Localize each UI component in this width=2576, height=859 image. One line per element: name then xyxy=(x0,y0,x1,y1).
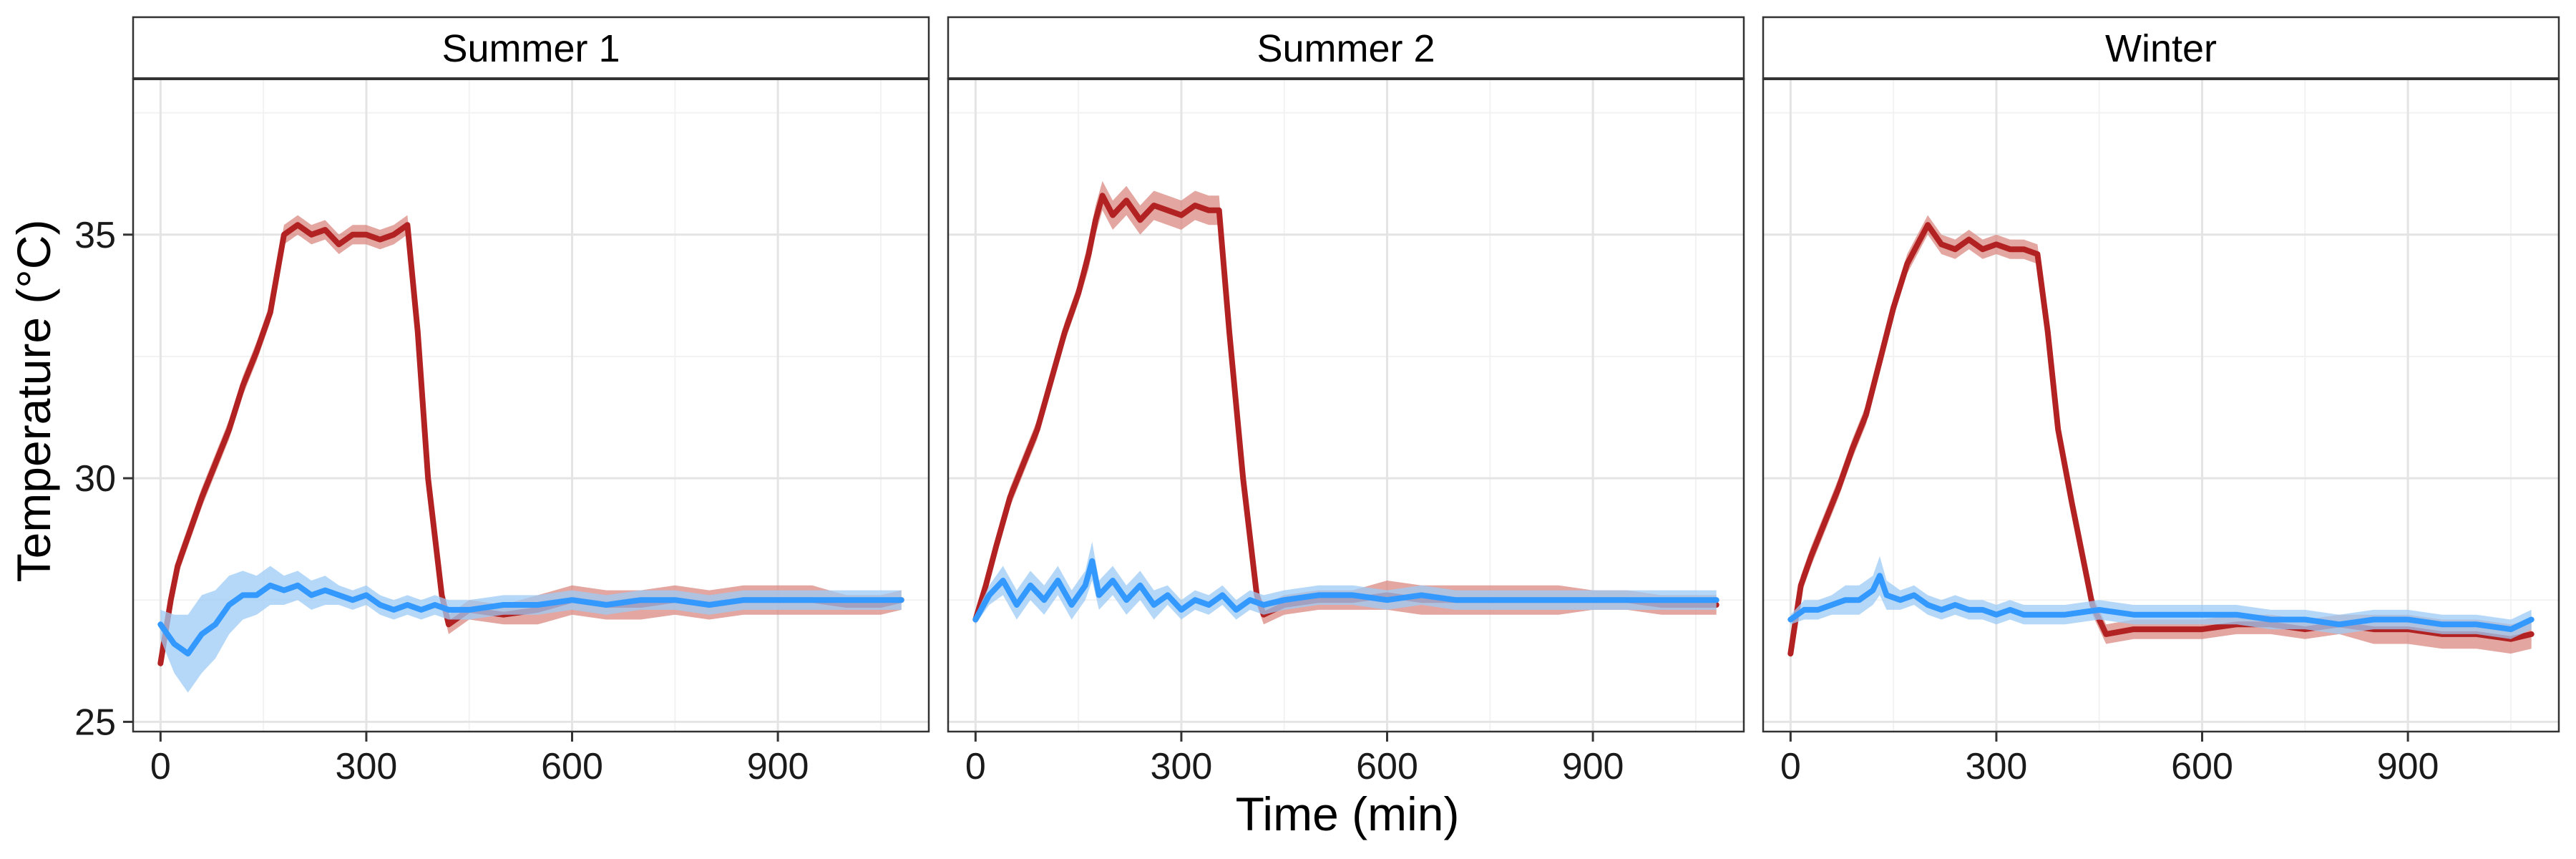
strip-title: Summer 1 xyxy=(441,27,620,70)
confidence-band-2 xyxy=(1790,556,2532,639)
x-tick-label: 600 xyxy=(1356,746,1418,787)
y-tick-label: 25 xyxy=(74,702,116,743)
y-axis-title: Temperature (°C) xyxy=(7,220,60,583)
panel-group: Summer 1 0 300 600 900 25 30 35 Summer 2 0 300 600 9… xyxy=(74,16,2560,787)
strip-background xyxy=(132,16,930,80)
facet-panel-2: Summer 2 0 300 600 900 xyxy=(947,16,1745,787)
confidence-band-2 xyxy=(975,541,1717,625)
x-tick-label: 900 xyxy=(2377,746,2439,787)
x-tick-label: 0 xyxy=(965,746,986,787)
strip-title: Winter xyxy=(2105,27,2217,70)
plot-background xyxy=(948,79,1744,732)
x-tick-label: 600 xyxy=(541,746,603,787)
facet-panel-1: Summer 1 0 300 600 900 25 30 35 xyxy=(74,16,930,787)
x-tick-label: 0 xyxy=(150,746,171,787)
x-tick-label: 900 xyxy=(747,746,809,787)
series-line-2 xyxy=(157,582,904,657)
y-tick-label: 35 xyxy=(74,215,116,256)
x-axis-title: Time (min) xyxy=(1236,787,1460,840)
strip-background xyxy=(947,16,1745,80)
x-tick-label: 900 xyxy=(1562,746,1624,787)
x-tick-label: 300 xyxy=(1151,746,1213,787)
series-line-2 xyxy=(1787,573,2534,633)
strip-title: Summer 2 xyxy=(1257,27,1435,70)
series-line-2 xyxy=(972,558,1719,623)
x-tick-label: 300 xyxy=(336,746,398,787)
x-tick-label: 600 xyxy=(2171,746,2233,787)
strip-background xyxy=(1762,16,2560,80)
facet-panel-3: Winter 0 300 600 900 xyxy=(1762,16,2560,787)
y-tick-label: 30 xyxy=(74,458,116,500)
x-tick-label: 300 xyxy=(1966,746,2028,787)
x-tick-label: 0 xyxy=(1780,746,1801,787)
plot-background xyxy=(133,79,929,732)
